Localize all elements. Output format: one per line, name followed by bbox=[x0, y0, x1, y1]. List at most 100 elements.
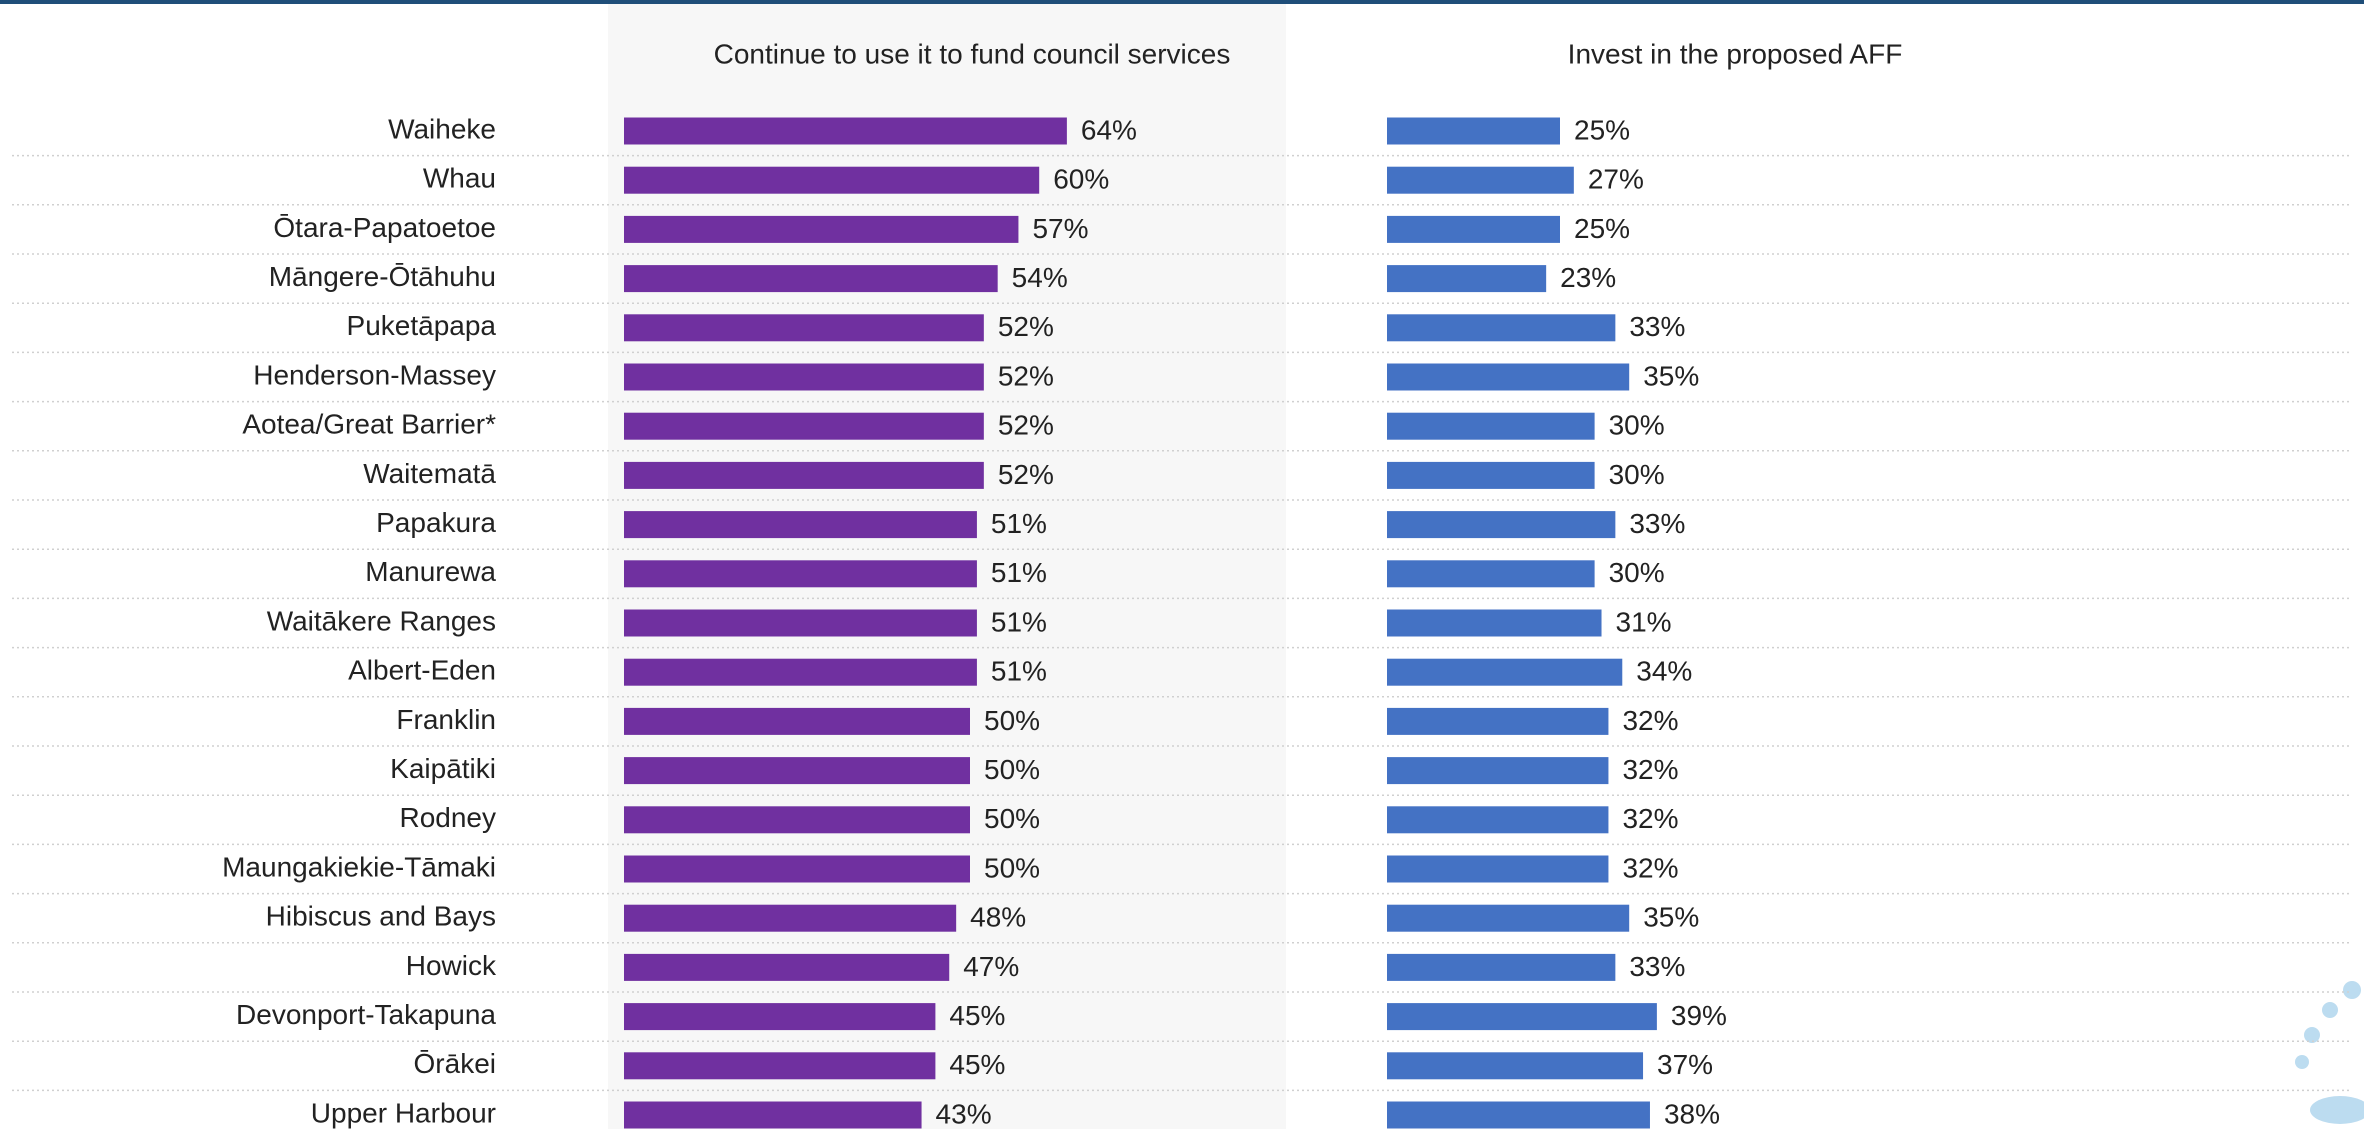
top-rule bbox=[0, 0, 2364, 4]
bar bbox=[624, 461, 984, 489]
value-label: 50% bbox=[984, 852, 1040, 883]
category-label: Manurewa bbox=[365, 556, 496, 587]
bar bbox=[1387, 215, 1560, 243]
bar bbox=[1387, 1052, 1644, 1080]
bar bbox=[1387, 658, 1623, 686]
bar bbox=[624, 953, 950, 981]
category-label: Hibiscus and Bays bbox=[266, 901, 496, 932]
value-label: 33% bbox=[1629, 311, 1685, 342]
value-label: 34% bbox=[1636, 656, 1692, 687]
value-label: 52% bbox=[998, 311, 1054, 342]
bar bbox=[624, 511, 977, 539]
category-label: Rodney bbox=[399, 802, 496, 833]
value-label: 60% bbox=[1053, 164, 1109, 195]
bar bbox=[624, 855, 970, 883]
category-label: Ōrākei bbox=[414, 1048, 496, 1079]
value-label: 39% bbox=[1671, 1000, 1727, 1031]
value-label: 52% bbox=[998, 410, 1054, 441]
category-label: Upper Harbour bbox=[311, 1097, 496, 1128]
value-label: 45% bbox=[949, 1049, 1005, 1080]
value-label: 32% bbox=[1622, 705, 1678, 736]
category-label: Albert-Eden bbox=[348, 655, 496, 686]
bar bbox=[624, 166, 1040, 194]
category-label: Puketāpapa bbox=[347, 310, 497, 341]
bar bbox=[624, 363, 984, 391]
bar bbox=[1387, 314, 1616, 342]
value-label: 30% bbox=[1609, 557, 1665, 588]
bar bbox=[624, 117, 1067, 145]
value-label: 32% bbox=[1622, 754, 1678, 785]
bar bbox=[624, 412, 984, 440]
bar bbox=[1387, 412, 1595, 440]
value-label: 52% bbox=[998, 360, 1054, 391]
value-label: 32% bbox=[1622, 803, 1678, 834]
category-label: Waitākere Ranges bbox=[267, 605, 496, 636]
bar bbox=[1387, 560, 1595, 588]
value-label: 47% bbox=[963, 951, 1019, 982]
value-label: 57% bbox=[1032, 213, 1088, 244]
value-label: 48% bbox=[970, 902, 1026, 933]
value-label: 51% bbox=[991, 656, 1047, 687]
bar bbox=[1387, 1003, 1657, 1031]
category-label: Waiheke bbox=[388, 113, 496, 144]
category-label: Māngere-Ōtāhuhu bbox=[269, 261, 496, 292]
category-label: Howick bbox=[406, 950, 497, 981]
bar bbox=[624, 707, 970, 735]
bar bbox=[624, 215, 1019, 243]
value-label: 35% bbox=[1643, 902, 1699, 933]
bar bbox=[1387, 511, 1616, 539]
value-label: 25% bbox=[1574, 114, 1630, 145]
bar bbox=[624, 1052, 936, 1080]
value-label: 50% bbox=[984, 803, 1040, 834]
value-label: 51% bbox=[991, 557, 1047, 588]
bar bbox=[624, 265, 998, 293]
category-label: Devonport-Takapuna bbox=[236, 999, 496, 1030]
category-label: Aotea/Great Barrier* bbox=[242, 409, 496, 440]
value-label: 43% bbox=[936, 1098, 992, 1129]
value-label: 33% bbox=[1629, 951, 1685, 982]
value-label: 31% bbox=[1616, 606, 1672, 637]
bar bbox=[624, 658, 977, 686]
category-label: Franklin bbox=[396, 704, 496, 735]
value-label: 23% bbox=[1560, 262, 1616, 293]
value-label: 51% bbox=[991, 606, 1047, 637]
category-label: Kaipātiki bbox=[390, 753, 496, 784]
value-label: 45% bbox=[949, 1000, 1005, 1031]
value-label: 50% bbox=[984, 705, 1040, 736]
bar bbox=[1387, 363, 1630, 391]
value-label: 33% bbox=[1629, 508, 1685, 539]
bar bbox=[1387, 166, 1574, 194]
category-label: Whau bbox=[423, 163, 496, 194]
category-label: Ōtara-Papatoetoe bbox=[273, 212, 496, 243]
bar bbox=[1387, 855, 1609, 883]
bar bbox=[624, 560, 977, 588]
bar bbox=[1387, 117, 1560, 145]
bar bbox=[624, 757, 970, 785]
bar bbox=[624, 904, 957, 932]
bar bbox=[1387, 806, 1609, 834]
category-label: Maungakiekie-Tāmaki bbox=[222, 851, 496, 882]
value-label: 30% bbox=[1609, 410, 1665, 441]
bar bbox=[624, 609, 977, 637]
value-label: 30% bbox=[1609, 459, 1665, 490]
value-label: 32% bbox=[1622, 852, 1678, 883]
value-label: 50% bbox=[984, 754, 1040, 785]
bar bbox=[1387, 461, 1595, 489]
value-label: 51% bbox=[991, 508, 1047, 539]
value-label: 37% bbox=[1657, 1049, 1713, 1080]
bar bbox=[624, 314, 984, 342]
bar bbox=[1387, 707, 1609, 735]
bar bbox=[624, 1101, 922, 1129]
bar bbox=[624, 806, 970, 834]
value-label: 64% bbox=[1081, 114, 1137, 145]
bar bbox=[1387, 757, 1609, 785]
category-label: Papakura bbox=[376, 507, 496, 538]
value-label: 35% bbox=[1643, 360, 1699, 391]
category-label: Waitematā bbox=[363, 458, 496, 489]
panel-title: Invest in the proposed AFF bbox=[1568, 38, 1903, 69]
value-label: 52% bbox=[998, 459, 1054, 490]
bar bbox=[1387, 953, 1616, 981]
bar bbox=[624, 1003, 936, 1031]
bar bbox=[1387, 904, 1630, 932]
